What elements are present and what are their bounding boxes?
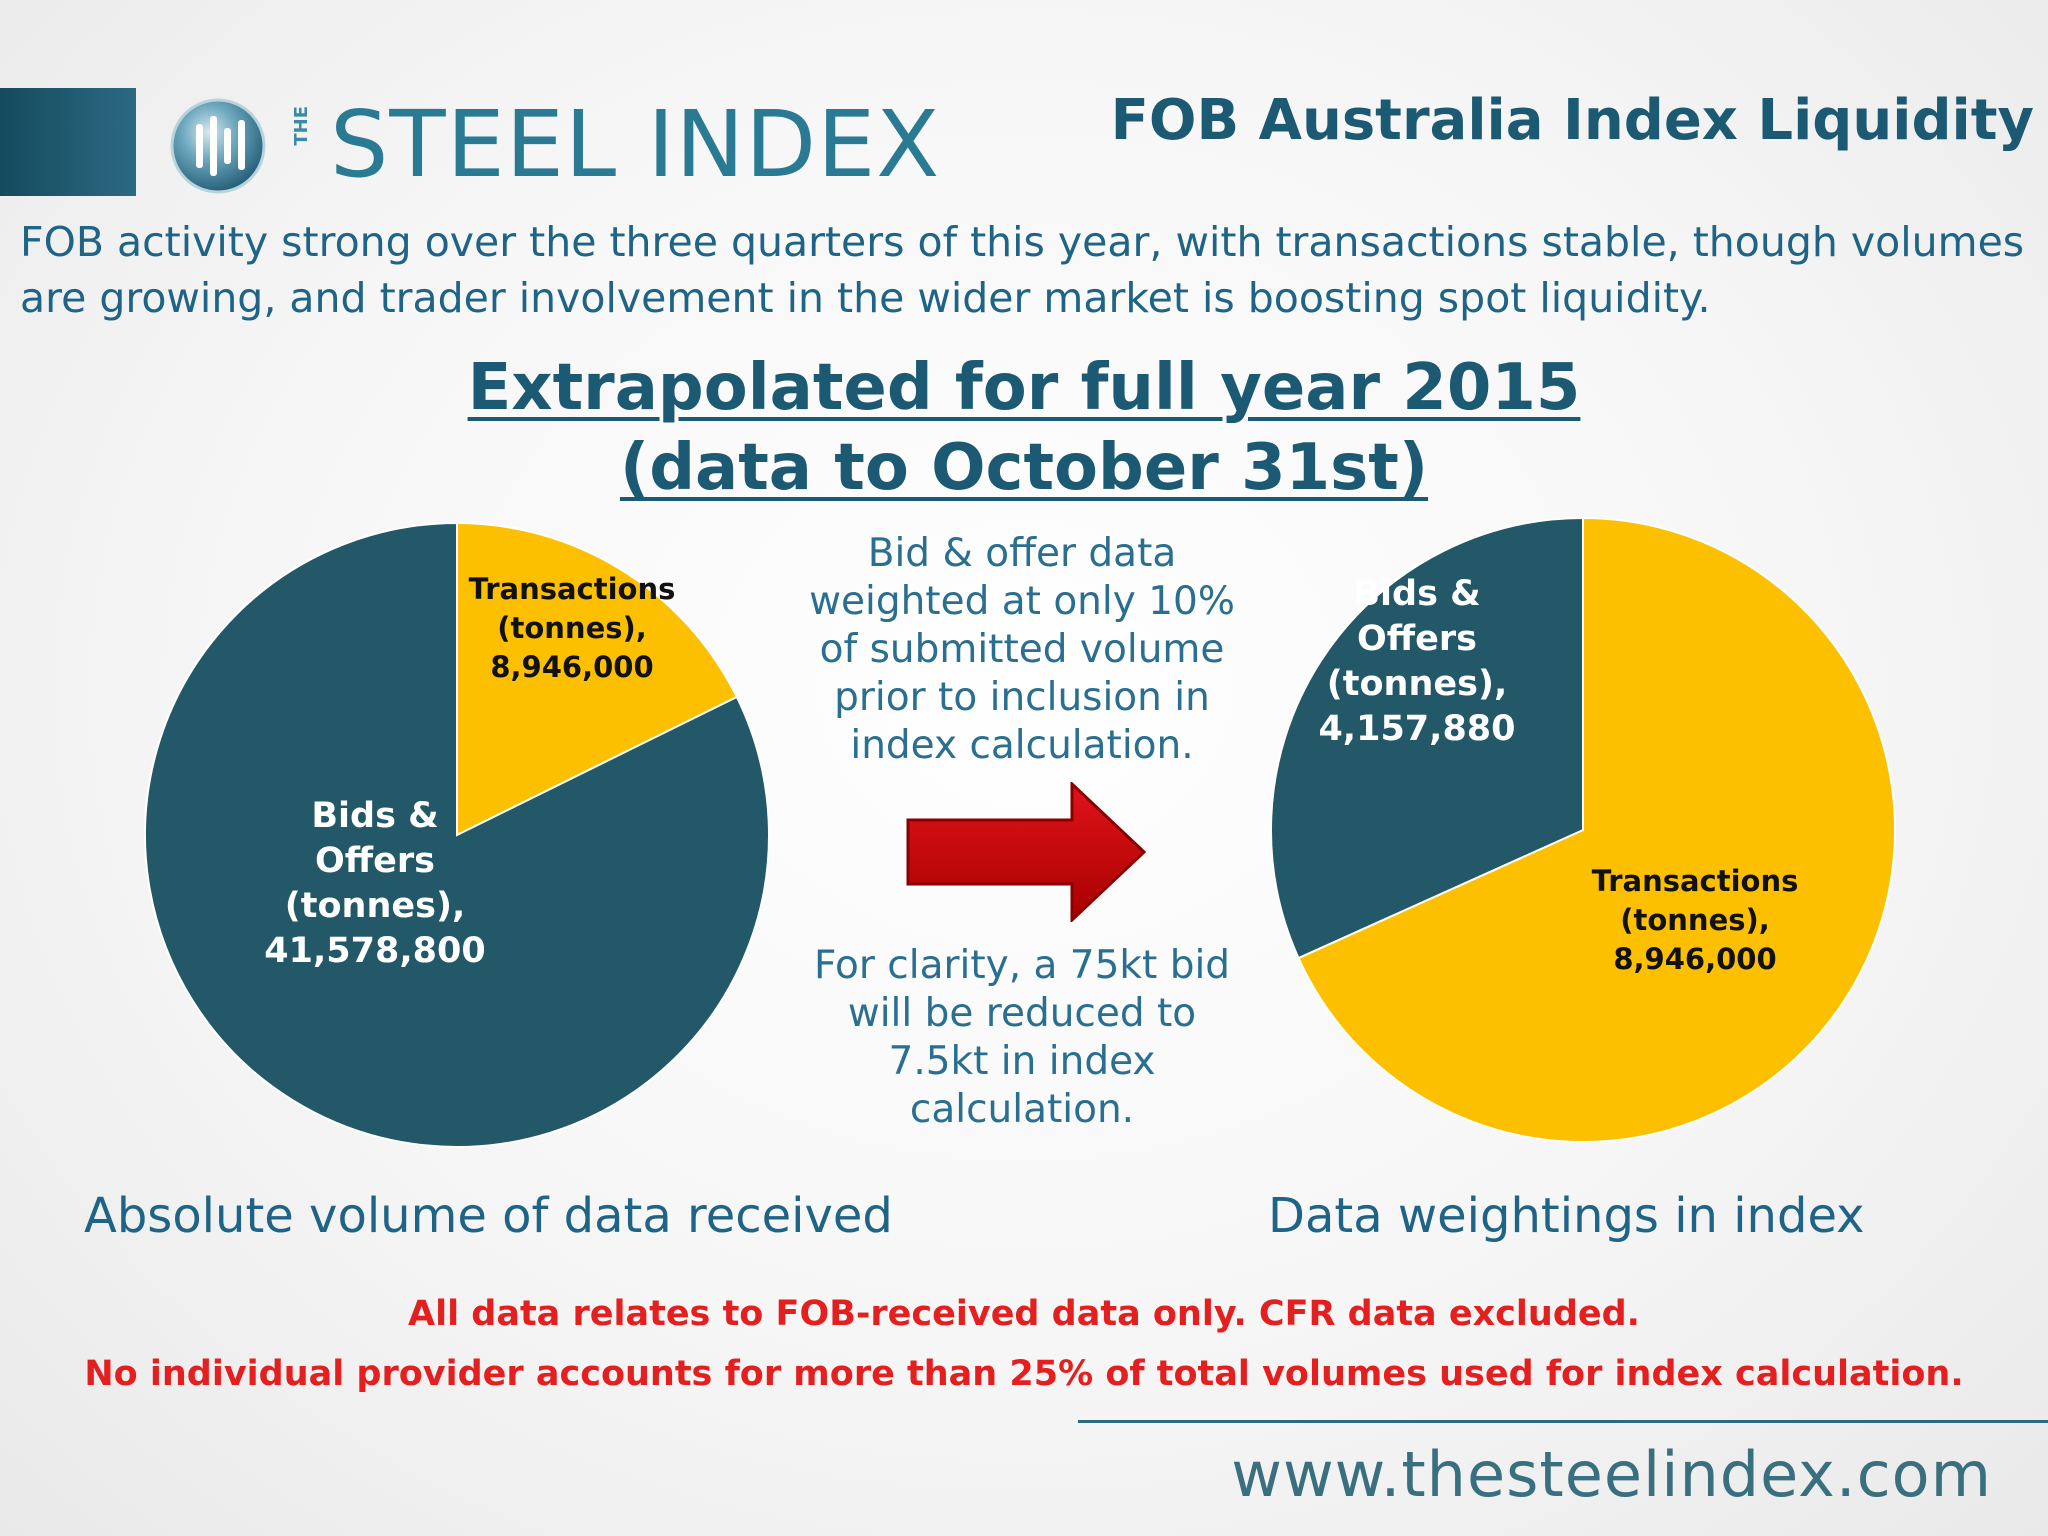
logo-wordmark: STEEL INDEX [330, 91, 941, 198]
pie-chart-index-weightings: Transactions (tonnes), 8,946,000 Bids & Offe… [1270, 516, 1896, 1143]
disclaimer-provider-cap: No individual provider accounts for more… [84, 1354, 1964, 1394]
right-arrow-icon [906, 782, 1146, 922]
section-heading-line2: (data to October 31st) [619, 431, 1429, 505]
corner-accent-bar [0, 88, 136, 196]
pie-slice-transactions [456, 521, 739, 837]
pie-data-label-transactions: Transactions (tonnes), 8,946,000 [469, 572, 676, 684]
pie-data-label-bids-offers: Bids & Offers (tonnes), 4,157,880 [1318, 574, 1515, 749]
weighting-note: Bid & offer data weighted at only 10% of… [809, 531, 1235, 768]
website-link[interactable]: www.thesteelindex.com [1231, 1438, 1992, 1511]
caption-absolute-volume: Absolute volume of data received [84, 1188, 893, 1244]
disclaimer-fob-only: All data relates to FOB-received data on… [408, 1294, 1640, 1334]
caption-data-weightings: Data weightings in index [1268, 1188, 1865, 1244]
subtitle-text: FOB activity strong over the three quart… [20, 218, 2025, 322]
slide-title: FOB Australia Index Liquidity [1110, 88, 2034, 153]
pie-slice-bids-offers [1270, 516, 1584, 960]
pie-data-label-bids-offers: Bids & Offers (tonnes), 41,578,800 [264, 796, 485, 971]
pie-slice-bids-offers [144, 521, 770, 1148]
section-heading: Extrapolated for full year 2015 (data to… [0, 348, 2048, 508]
pie-data-label-transactions: Transactions (tonnes), 8,946,000 [1592, 864, 1799, 976]
steel-index-logo-icon [170, 98, 266, 194]
pie-chart-absolute-volume: Transactions (tonnes), 8,946,000 Bids & Offe… [144, 521, 770, 1148]
pie-slice-transactions [1297, 516, 1896, 1143]
footer-divider [1078, 1420, 2048, 1423]
clarity-note: For clarity, a 75kt bid will be reduced … [813, 943, 1231, 1132]
section-heading-line1: Extrapolated for full year 2015 [467, 351, 1581, 425]
